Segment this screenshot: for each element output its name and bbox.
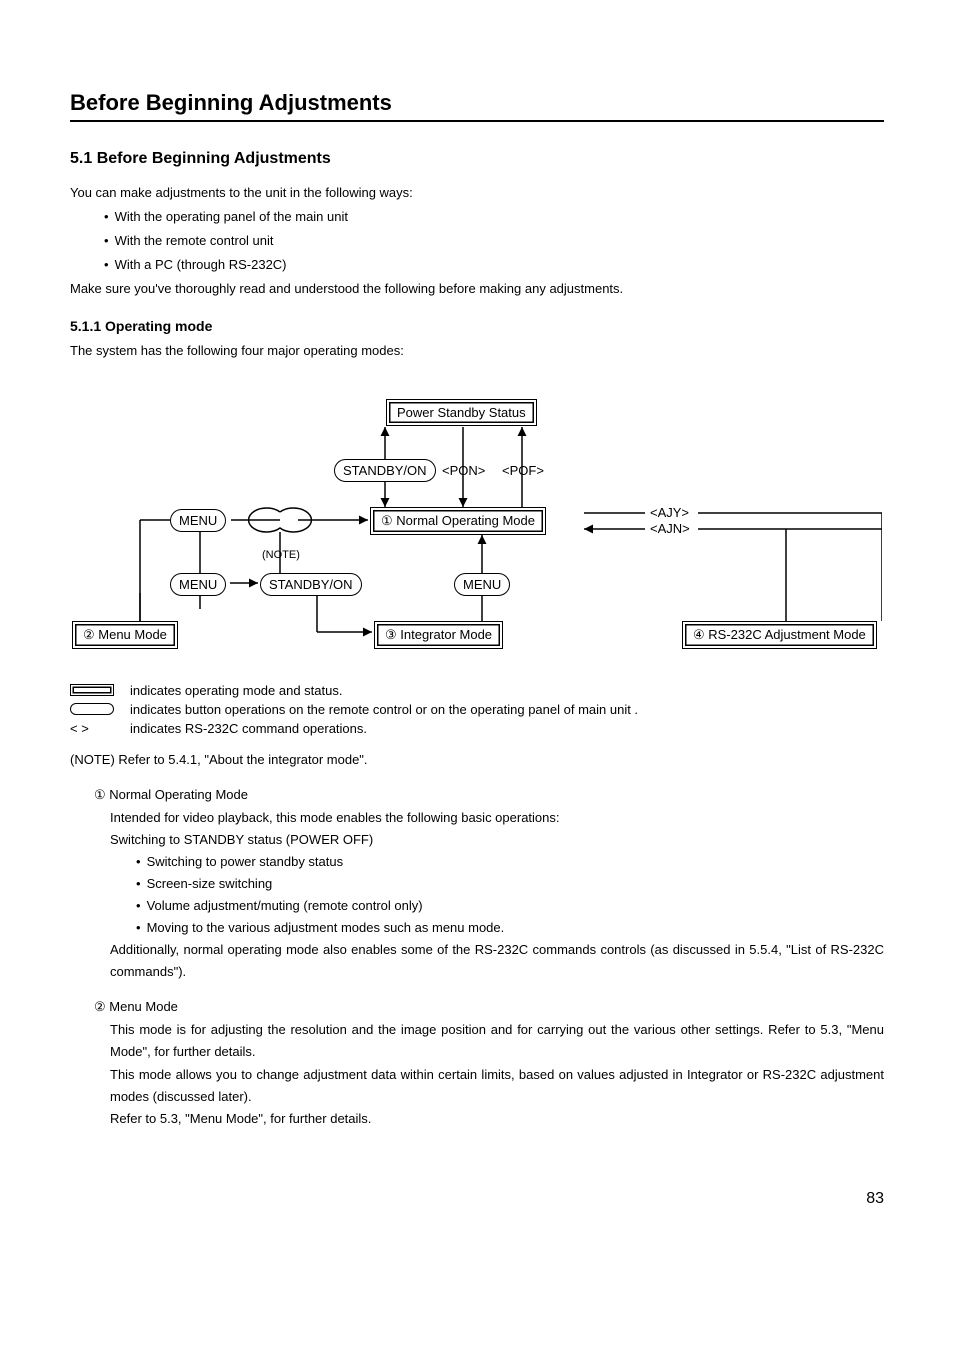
- mode-1-line2: Switching to STANDBY status (POWER OFF): [70, 829, 884, 851]
- label-ajn: <AJN>: [650, 521, 690, 536]
- section-5-1-1-intro: The system has the following four major …: [70, 340, 884, 362]
- page-number: 83: [70, 1190, 884, 1208]
- intro-bullet: With the remote control unit: [104, 230, 884, 252]
- intro-bullet: With a PC (through RS-232C): [104, 254, 884, 276]
- legend-symbol-rounded-box: [70, 703, 114, 715]
- node-integrator-mode: ③ Integrator Mode: [374, 621, 503, 649]
- mode-1-bullet-text: Moving to the various adjustment modes s…: [147, 917, 505, 939]
- legend-symbol-double-box: [70, 684, 114, 696]
- mode-1-bullet: Switching to power standby status: [136, 851, 884, 873]
- mode-1-closing: Additionally, normal operating mode also…: [70, 939, 884, 983]
- mode-1-title: ① Normal Operating Mode: [70, 787, 884, 803]
- mode-1-bullet: Moving to the various adjustment modes s…: [136, 917, 884, 939]
- mode-2-block: ② Menu Mode This mode is for adjusting t…: [70, 999, 884, 1129]
- section-5-1-heading: 5.1 Before Beginning Adjustments: [70, 150, 884, 168]
- intro-closing: Make sure you've thoroughly read and und…: [70, 278, 884, 300]
- node-power-standby: Power Standby Status: [386, 399, 537, 426]
- mode-2-p3: Refer to 5.3, "Menu Mode", for further d…: [70, 1108, 884, 1130]
- diagram-legend: indicates operating mode and status. ind…: [70, 683, 884, 736]
- label-pon: <PON>: [442, 463, 485, 478]
- intro-bullet-text: With the operating panel of the main uni…: [115, 206, 348, 228]
- legend-row: < > indicates RS-232C command operations…: [70, 721, 884, 736]
- legend-text: indicates RS-232C command operations.: [130, 721, 367, 736]
- mode-1-bullet: Volume adjustment/muting (remote control…: [136, 895, 884, 917]
- mode-2-p2: This mode allows you to change adjustmen…: [70, 1064, 884, 1108]
- legend-row: indicates button operations on the remot…: [70, 702, 884, 717]
- operating-mode-diagram: Power Standby Status STANDBY/ON <PON> <P…: [70, 387, 882, 667]
- intro-bullet: With the operating panel of the main uni…: [104, 206, 884, 228]
- node-menu-center: MENU: [454, 573, 510, 596]
- node-standby-on: STANDBY/ON: [334, 459, 436, 482]
- mode-1-line1: Intended for video playback, this mode e…: [70, 807, 884, 829]
- page-title: Before Beginning Adjustments: [70, 90, 884, 122]
- mode-2-p1: This mode is for adjusting the resolutio…: [70, 1019, 884, 1063]
- node-standby-on-2: STANDBY/ON: [260, 573, 362, 596]
- note-reference: (NOTE) Refer to 5.4.1, "About the integr…: [70, 752, 884, 767]
- mode-1-bullet-text: Volume adjustment/muting (remote control…: [147, 895, 423, 917]
- intro-bullet-text: With the remote control unit: [115, 230, 274, 252]
- mode-1-block: ① Normal Operating Mode Intended for vid…: [70, 787, 884, 984]
- node-menu-left: MENU: [170, 509, 226, 532]
- intro-bullet-text: With a PC (through RS-232C): [115, 254, 287, 276]
- mode-1-bullet-text: Screen-size switching: [147, 873, 273, 895]
- legend-symbol-brackets: < >: [70, 721, 130, 736]
- legend-row: indicates operating mode and status.: [70, 683, 884, 698]
- node-menu-mode: ② Menu Mode: [72, 621, 178, 649]
- legend-text: indicates button operations on the remot…: [130, 702, 638, 717]
- label-note: (NOTE): [262, 549, 300, 561]
- node-menu-left-2: MENU: [170, 573, 226, 596]
- section-5-1-1-heading: 5.1.1 Operating mode: [70, 318, 884, 334]
- mode-1-bullet-text: Switching to power standby status: [147, 851, 344, 873]
- legend-text: indicates operating mode and status.: [130, 683, 342, 698]
- node-normal-mode: ① Normal Operating Mode: [370, 507, 546, 535]
- mode-2-title: ② Menu Mode: [70, 999, 884, 1015]
- label-ajy: <AJY>: [650, 505, 689, 520]
- label-pof: <POF>: [502, 463, 544, 478]
- node-rs232c-mode: ④ RS-232C Adjustment Mode: [682, 621, 877, 649]
- intro-line: You can make adjustments to the unit in …: [70, 182, 884, 204]
- mode-1-bullet: Screen-size switching: [136, 873, 884, 895]
